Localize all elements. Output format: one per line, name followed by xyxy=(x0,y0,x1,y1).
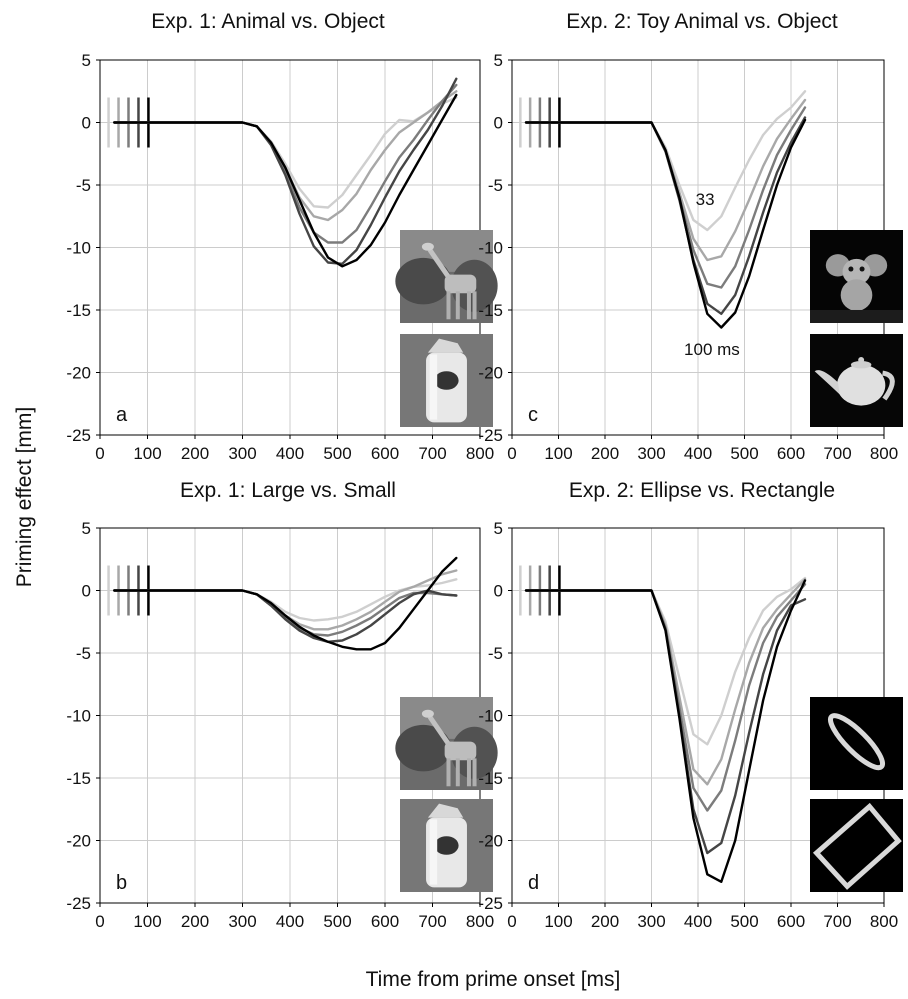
panel-letter: c xyxy=(528,404,538,426)
panel-letter: a xyxy=(116,404,128,426)
series-line-2 xyxy=(113,90,458,222)
y-tick-label: -25 xyxy=(478,894,503,913)
panel-title: Exp. 2: Ellipse vs. Rectangle xyxy=(569,479,835,502)
y-tick-label: -15 xyxy=(478,769,503,788)
x-tick-label: 200 xyxy=(181,912,209,931)
x-tick-label: 700 xyxy=(418,444,446,463)
y-tick-label: -20 xyxy=(66,364,91,383)
y-tick-label: -20 xyxy=(478,832,503,851)
rectangle-shape xyxy=(810,799,903,892)
panel-b: Exp. 1: Large vs. Small 0 100 200 300 400 500 6… xyxy=(66,479,498,931)
y-tick-label: 5 xyxy=(494,519,503,538)
x-tick-label: 500 xyxy=(323,444,351,463)
thermos-photo xyxy=(400,799,493,892)
series-line-5 xyxy=(113,93,458,268)
x-tick-label: 600 xyxy=(777,912,805,931)
y-tick-label: 0 xyxy=(82,114,91,133)
x-tick-label: 700 xyxy=(418,912,446,931)
panel-title: Exp. 2: Toy Animal vs. Object xyxy=(566,10,838,33)
y-tick-label: 5 xyxy=(82,51,91,70)
series-annotation: 100 ms xyxy=(684,340,740,359)
x-tick-label: 600 xyxy=(371,912,399,931)
series-line-5 xyxy=(524,118,807,329)
x-tick-label: 300 xyxy=(637,444,665,463)
y-tick-label: -20 xyxy=(478,364,503,383)
x-tick-label: 0 xyxy=(507,912,516,931)
toy-mouse-photo xyxy=(810,230,903,323)
x-axis-label: Time from prime onset [ms] xyxy=(366,968,621,991)
x-tick-label: 400 xyxy=(276,444,304,463)
y-tick-label: -15 xyxy=(66,301,91,320)
x-tick-label: 800 xyxy=(870,912,898,931)
x-tick-label: 800 xyxy=(466,912,494,931)
x-tick-label: 0 xyxy=(95,444,104,463)
y-tick-label: -10 xyxy=(478,239,503,258)
y-tick-label: -5 xyxy=(76,644,91,663)
panel-c: Exp. 2: Toy Animal vs. Object 0 100 200 300 4… xyxy=(478,10,903,463)
x-tick-label: 600 xyxy=(777,444,805,463)
x-tick-label: 0 xyxy=(95,912,104,931)
giraffe-photo xyxy=(395,230,498,323)
y-tick-label: -15 xyxy=(66,769,91,788)
y-tick-label: 0 xyxy=(494,114,503,133)
x-tick-label: 100 xyxy=(544,912,572,931)
panel-title: Exp. 1: Animal vs. Object xyxy=(151,10,385,33)
x-tick-label: 100 xyxy=(544,444,572,463)
x-tick-label: 200 xyxy=(181,444,209,463)
x-tick-label: 100 xyxy=(133,444,161,463)
thermos-photo xyxy=(400,334,493,427)
x-tick-label: 200 xyxy=(591,912,619,931)
y-tick-label: -10 xyxy=(66,707,91,726)
y-tick-label: -20 xyxy=(66,832,91,851)
y-tick-label: -5 xyxy=(76,176,91,195)
x-tick-label: 400 xyxy=(684,912,712,931)
panel-d: Exp. 2: Ellipse vs. Rectangle 0 100 200 300 4… xyxy=(478,479,903,931)
panel-letter: b xyxy=(116,872,127,894)
x-tick-label: 100 xyxy=(133,912,161,931)
series-line-1 xyxy=(113,96,458,209)
y-tick-label: -10 xyxy=(478,707,503,726)
x-tick-label: 500 xyxy=(730,912,758,931)
x-tick-label: 0 xyxy=(507,444,516,463)
y-tick-label: 0 xyxy=(82,582,91,601)
series-line-5 xyxy=(113,556,458,651)
series-line-2 xyxy=(524,98,807,262)
series-annotation: 33 xyxy=(696,190,715,209)
y-tick-label: -25 xyxy=(66,426,91,445)
y-tick-label: -15 xyxy=(478,301,503,320)
x-tick-label: 400 xyxy=(276,912,304,931)
y-axis-label: Priming effect [mm] xyxy=(13,407,36,588)
panel-letter: d xyxy=(528,872,539,894)
y-tick-label: 0 xyxy=(494,582,503,601)
y-tick-label: 5 xyxy=(82,519,91,538)
x-tick-label: 300 xyxy=(637,912,665,931)
y-tick-label: -25 xyxy=(66,894,91,913)
y-tick-label: -5 xyxy=(488,176,503,195)
x-tick-label: 600 xyxy=(371,444,399,463)
panel-title: Exp. 1: Large vs. Small xyxy=(180,479,396,502)
x-tick-label: 800 xyxy=(466,444,494,463)
x-tick-label: 700 xyxy=(823,444,851,463)
series-line-5 xyxy=(524,579,807,883)
x-tick-label: 300 xyxy=(228,912,256,931)
x-tick-label: 500 xyxy=(323,912,351,931)
teapot-photo xyxy=(810,334,903,427)
y-tick-label: -25 xyxy=(478,426,503,445)
giraffe-photo xyxy=(395,697,498,790)
x-tick-label: 800 xyxy=(870,444,898,463)
x-tick-label: 400 xyxy=(684,444,712,463)
y-tick-label: 5 xyxy=(494,51,503,70)
y-tick-label: -5 xyxy=(488,644,503,663)
x-tick-label: 700 xyxy=(823,912,851,931)
x-tick-label: 300 xyxy=(228,444,256,463)
x-tick-label: 200 xyxy=(591,444,619,463)
y-tick-label: -10 xyxy=(66,239,91,258)
x-tick-label: 500 xyxy=(730,444,758,463)
series-line-1 xyxy=(524,576,807,746)
ellipse-shape xyxy=(810,697,903,790)
